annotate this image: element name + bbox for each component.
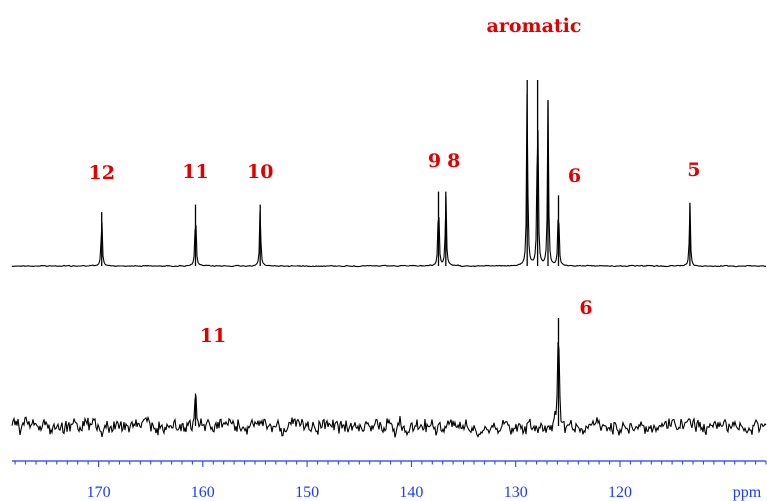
upper-peak-label-5: 5	[687, 159, 700, 181]
x-axis: 170 160 150 140 130 120 ppm	[12, 460, 767, 501]
upper-peak-label-12: 12	[88, 162, 114, 184]
upper-spectrum-trace	[11, 93, 767, 268]
x-tick-label-130: 130	[504, 484, 528, 501]
upper-peak-label-11: 11	[182, 161, 208, 183]
upper-peak-label-6: 6	[568, 165, 581, 187]
lower-peak-label-6: 6	[579, 297, 592, 319]
x-tick-label-120: 120	[608, 484, 632, 501]
x-axis-unit-label: ppm	[733, 484, 762, 501]
upper-peak-label-10: 10	[247, 161, 273, 183]
x-tick-label-150: 150	[295, 484, 319, 501]
group-label-aromatic: aromatic	[487, 15, 582, 37]
upper-peak-label-9: 9	[428, 150, 441, 172]
upper-spectrum	[11, 80, 767, 268]
x-tick-label-170: 170	[87, 484, 111, 501]
peak-annotations: 12 11 10 9 8 6 5 aromatic 11 6	[88, 15, 700, 347]
upper-peak-label-8: 8	[447, 150, 460, 172]
x-tick-label-160: 160	[191, 484, 215, 501]
lower-spectrum-trace	[11, 342, 767, 438]
lower-peak-label-11: 11	[200, 325, 226, 347]
lower-spectrum	[11, 318, 767, 438]
x-tick-label-140: 140	[399, 484, 423, 501]
